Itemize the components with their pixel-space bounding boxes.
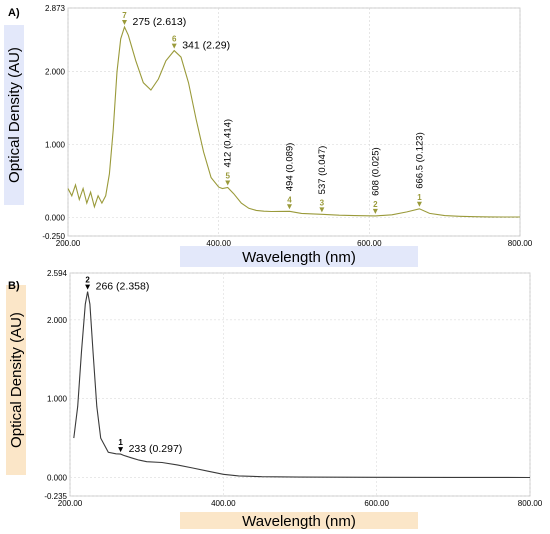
panel-b: B) 2.594 2.000 1.000 0.000 -0.235 200.00… [6,269,543,530]
panel-a-xtick-1: 400.00 [206,239,231,248]
panel-a-peak-label-1: 341 (2.29) [182,40,230,52]
panel-a-ytick-3: 0.000 [45,214,66,223]
panel-b-peak-number-0: 2 [85,276,90,285]
panel-b-xlabel-bg [180,512,418,529]
panel-a-peak-marker-4 [319,207,325,213]
panel-a-peak-marker-1 [171,43,177,49]
panel-a-grid [67,7,521,237]
panel-a: A) 2.873 2.000 1.000 0.000 -0.250 200.00… [4,4,533,267]
panel-a-plot-frame [67,7,521,237]
panel-b-peak-marker-1 [118,447,124,453]
panel-a-peaks: 7 275 (2.613) 6 341 (2.29) 5 412 (0.414) 4 494 … [122,11,425,214]
panel-b-label: B) [8,280,20,292]
panel-b-peak-label-1: 233 (0.297) [129,443,183,455]
panel-a-peak-number-6: 1 [417,193,422,202]
panel-a-peak-label-4: 537 (0.047) [317,146,328,195]
panel-b-peak-number-1: 1 [118,438,123,447]
panel-a-xtick-3: 800.00 [508,239,533,248]
panel-a-peak-marker-3 [286,204,292,210]
panel-b-xtick-1: 400.00 [211,499,236,508]
panel-b-ytick-3: 0.000 [47,473,68,482]
panel-a-peak-number-5: 2 [373,200,378,209]
panel-b-xtick-0: 200.00 [58,499,83,508]
panel-b-xlabel: Wavelength (nm) [242,513,356,530]
panel-a-xlabel: Wavelength (nm) [242,249,356,266]
panel-a-spectrum-line [67,25,520,218]
panel-a-peak-marker-6 [416,201,422,207]
panel-a-peak-label-0: 275 (2.613) [133,16,187,28]
panel-b-xtick-3: 800.00 [518,499,543,508]
panel-a-peak-number-2: 5 [225,172,230,181]
panel-b-peak-marker-0 [85,284,91,290]
panel-a-peak-marker-5 [372,208,378,214]
panel-b-ylabel: Optical Density (AU) [8,312,25,448]
panel-a-ytick-2: 1.000 [45,141,66,150]
panel-a-peak-label-3: 494 (0.089) [284,143,295,192]
panel-a-ylabel: Optical Density (AU) [6,47,23,183]
panel-b-ytick-0: 2.594 [47,269,68,278]
panel-b-peak-label-0: 266 (2.358) [96,281,150,293]
panel-a-ytick-1: 2.000 [45,68,66,77]
panel-a-peak-label-2: 412 (0.414) [223,119,234,168]
panel-b-peaks: 2 266 (2.358) 1 233 (0.297) [85,276,182,455]
panel-a-xtick-2: 600.00 [357,239,382,248]
panel-b-grid [69,272,531,497]
panel-a-peak-label-6: 666.5 (0.123) [414,132,425,189]
panel-a-xtick-0: 200.00 [56,239,81,248]
panel-a-peak-number-4: 3 [320,198,325,207]
panel-a-xlabel-bg [180,246,418,267]
panel-a-peak-number-1: 6 [172,35,177,44]
panel-a-peak-marker-2 [225,180,231,186]
panel-b-plot-frame [69,272,531,497]
panel-b-spectrum-line [73,291,531,479]
panel-a-peak-marker-0 [122,19,127,25]
panel-b-ytick-1: 2.000 [47,316,68,325]
panel-b-ylabel-bg [6,285,26,475]
panel-b-xtick-2: 600.00 [364,499,389,508]
panel-a-ylabel-bg [4,25,24,205]
panel-a-ytick-0: 2.873 [45,4,66,13]
panel-a-ytick-4: -0.250 [42,232,65,241]
panel-a-label: A) [8,7,20,19]
panel-b-ytick-4: -0.235 [44,492,67,501]
panel-b-ytick-2: 1.000 [47,395,68,404]
panel-a-peak-number-3: 4 [287,195,292,204]
panel-a-peak-label-5: 608 (0.025) [370,147,381,196]
panel-a-peak-number-0: 7 [122,11,127,20]
